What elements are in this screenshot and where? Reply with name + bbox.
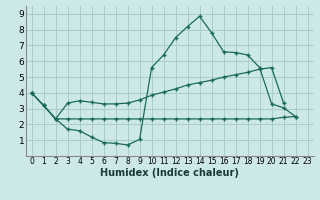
X-axis label: Humidex (Indice chaleur): Humidex (Indice chaleur) xyxy=(100,168,239,178)
